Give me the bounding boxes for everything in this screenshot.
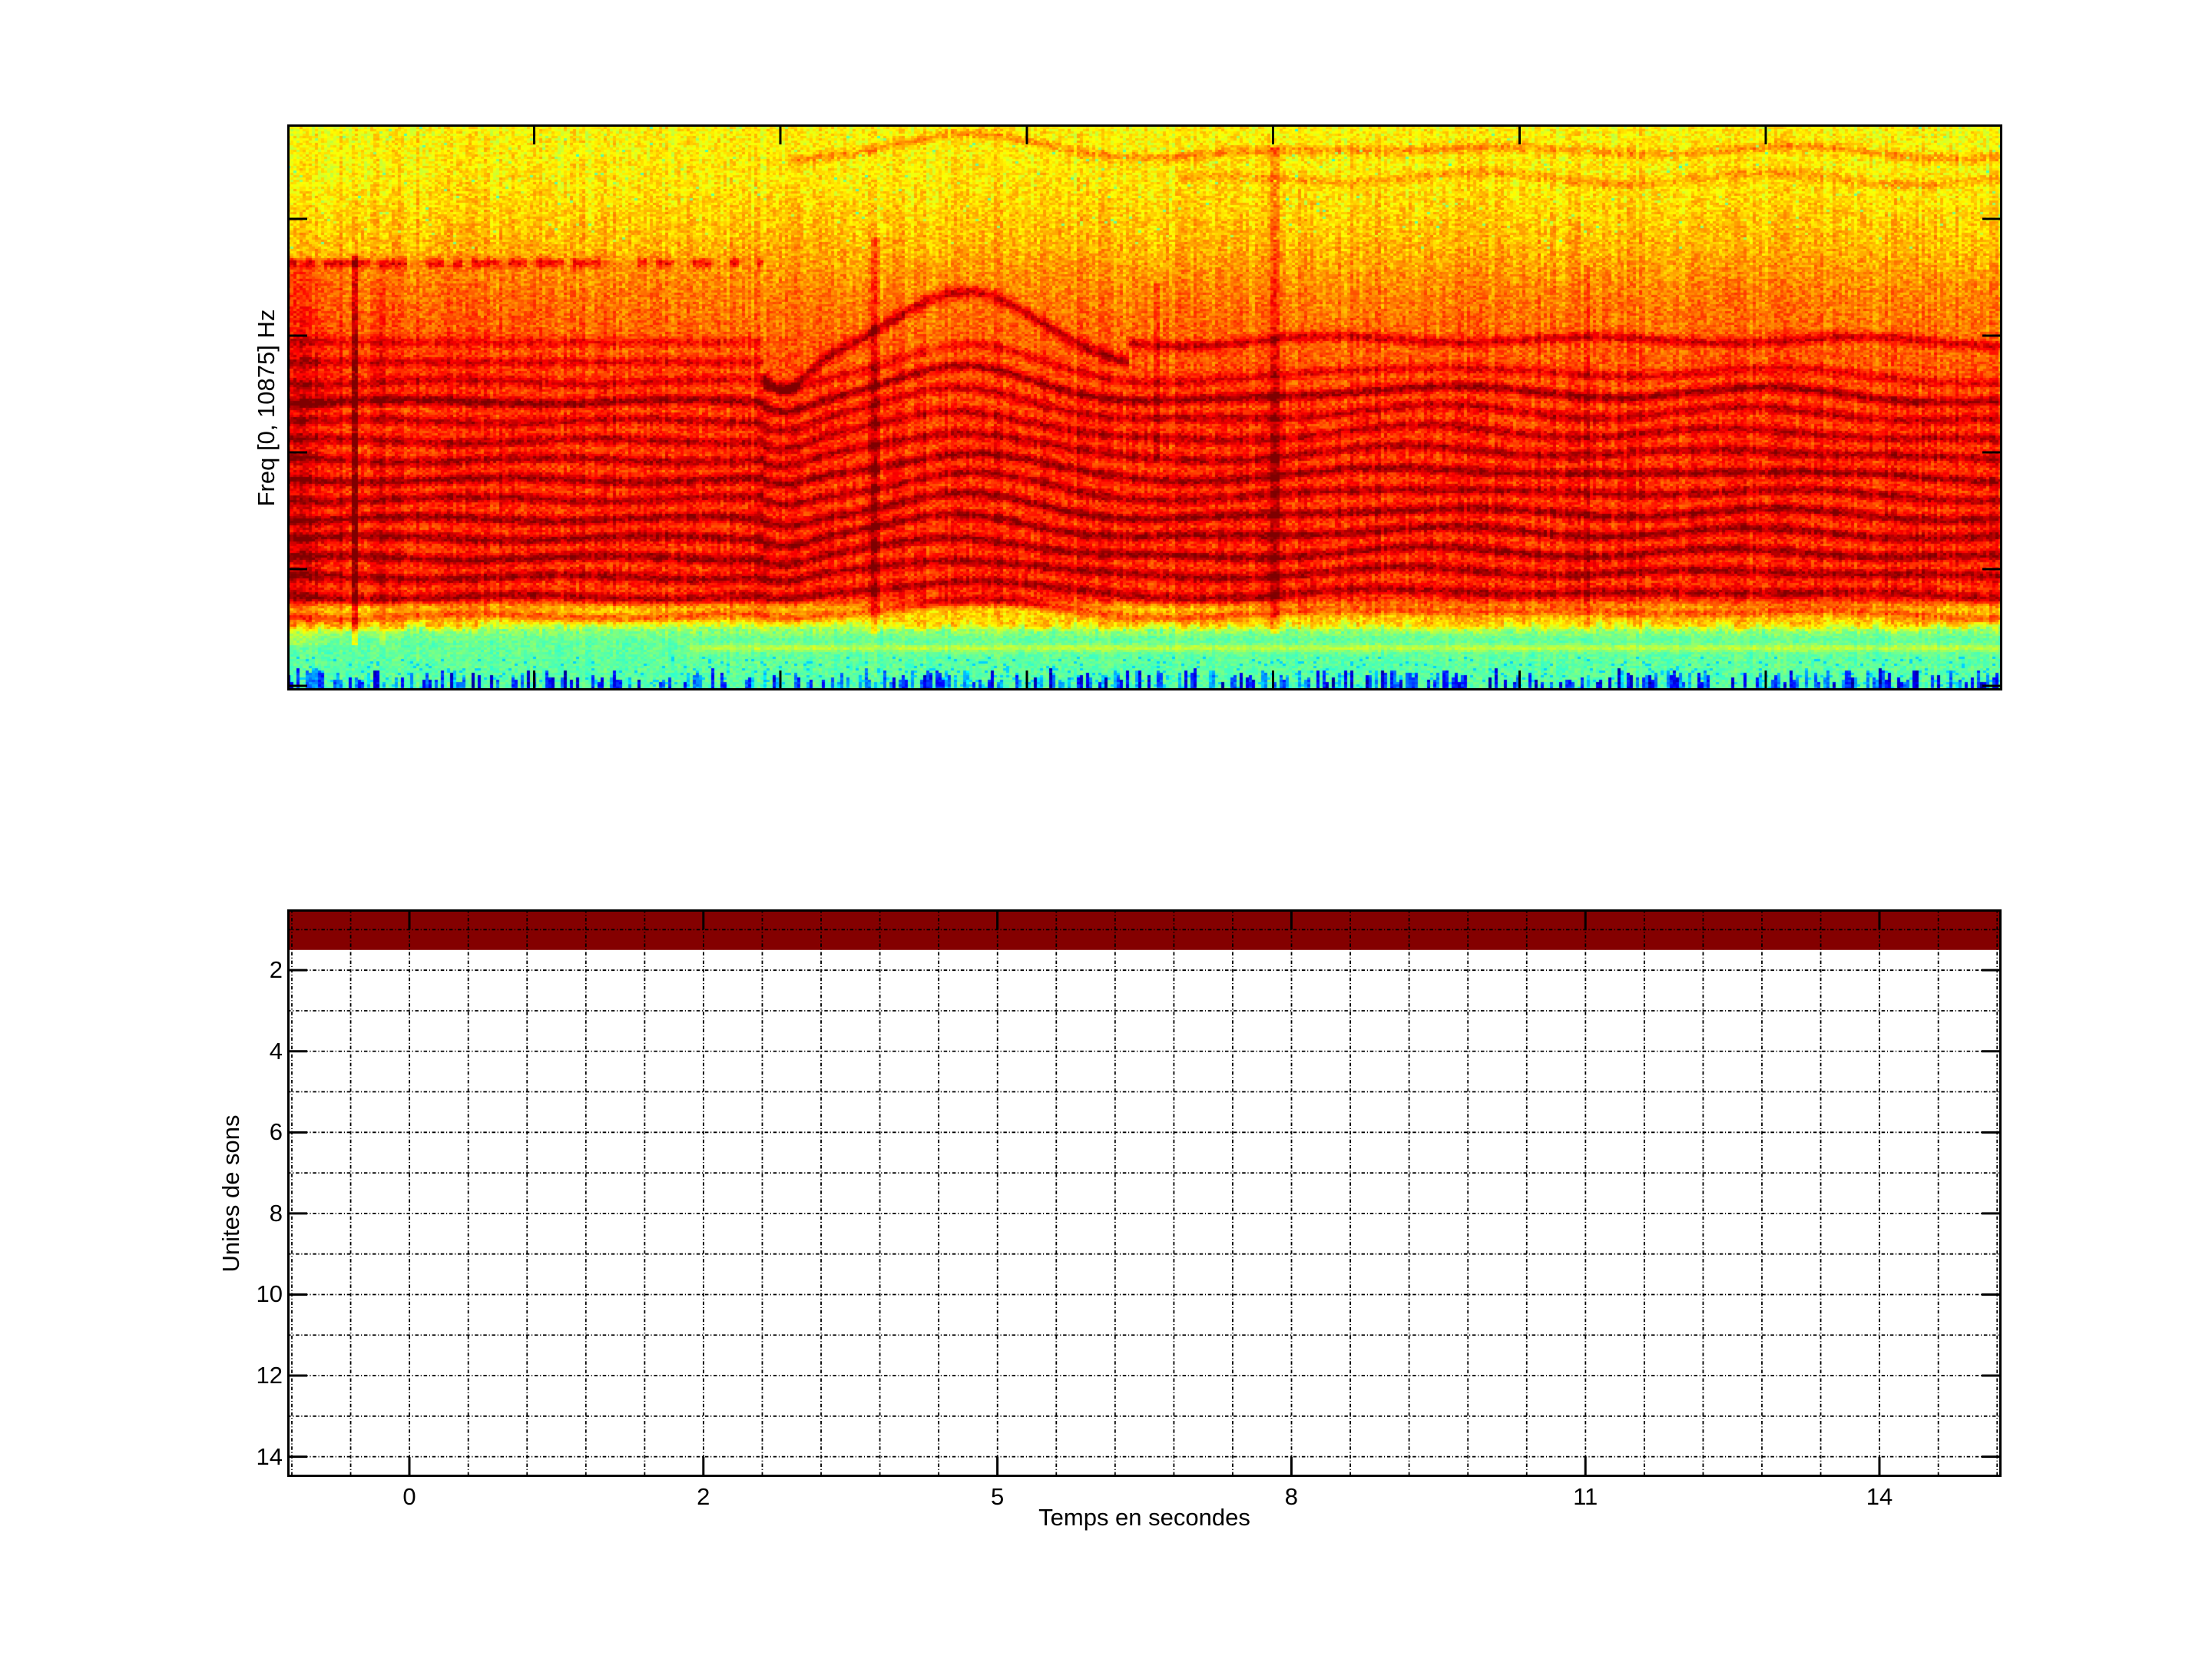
spectrogram-ylabel: Freq [0, 10875] Hz [253, 309, 280, 506]
units-axes [287, 909, 2002, 1477]
y-tick-label: 14 [256, 1442, 283, 1470]
y-tick-label: 10 [256, 1280, 283, 1308]
time-xlabel: Temps en secondes [1038, 1504, 1250, 1531]
units-grid [287, 909, 2002, 1477]
x-tick-label: 0 [402, 1483, 416, 1510]
x-tick-label: 14 [1866, 1483, 1893, 1510]
axes-border [287, 909, 2002, 1477]
spectrogram-frame [287, 124, 2002, 690]
y-tick-label: 6 [269, 1118, 283, 1146]
units-filled-row [287, 909, 2002, 950]
spectrogram-axes [287, 124, 2002, 690]
x-tick-label: 2 [697, 1483, 710, 1510]
x-tick-label: 5 [990, 1483, 1005, 1510]
axes-border [287, 124, 2002, 690]
x-tick-label: 11 [1573, 1483, 1598, 1510]
y-tick-label: 2 [269, 956, 283, 984]
x-tick-label: 8 [1284, 1483, 1299, 1510]
y-tick-label: 4 [269, 1037, 283, 1065]
plot-background [287, 909, 2002, 1477]
spectrogram-canvas [287, 124, 2002, 690]
y-tick-label: 8 [269, 1199, 283, 1227]
y-tick-label: 12 [256, 1362, 283, 1389]
